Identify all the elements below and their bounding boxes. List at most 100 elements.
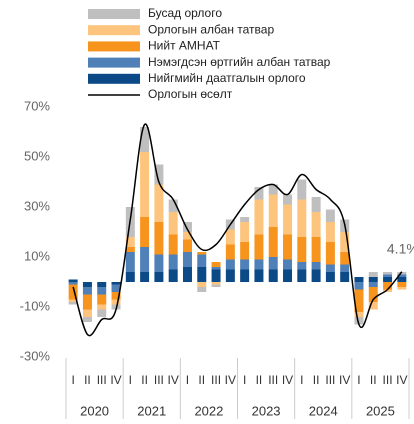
x-tick-label: III (383, 373, 393, 387)
bar-segment (111, 292, 121, 300)
bar-segment (111, 284, 121, 292)
bar-segment (82, 282, 92, 287)
bar-segment (368, 277, 378, 282)
x-tick-label: IV (225, 373, 236, 387)
bar-segment (354, 317, 364, 325)
bar-segment (240, 222, 250, 242)
x-tick-label: IV (282, 373, 293, 387)
bar-segment (297, 179, 307, 200)
x-tick-label: I (357, 373, 360, 387)
bar-segment (125, 237, 135, 247)
bar-segment (68, 299, 78, 302)
bar-segment (254, 259, 264, 270)
bar-segment (97, 309, 107, 317)
bar-segment (354, 289, 364, 312)
bar-segment (68, 282, 78, 285)
bar-segment (240, 269, 250, 282)
y-tick-label: -10% (20, 298, 51, 313)
bar-segment (383, 289, 393, 292)
bar-segment (211, 284, 221, 287)
year-label: 2021 (137, 403, 166, 418)
bar-segment (168, 212, 178, 235)
bar-segment (340, 264, 350, 272)
year-label: 2023 (252, 403, 281, 418)
bar-segment (82, 309, 92, 317)
legend-swatch (88, 73, 140, 84)
bar-segment (383, 274, 393, 277)
bar-segment (354, 282, 364, 290)
bar-segment (154, 184, 164, 222)
year-label: 2020 (80, 403, 109, 418)
bar-segment (125, 272, 135, 282)
bar-segment (154, 272, 164, 282)
bar-segment (397, 287, 407, 290)
x-tick-label: IV (168, 373, 179, 387)
bar-segment (254, 187, 264, 200)
bar-segment (68, 284, 78, 300)
bar-segment (168, 269, 178, 282)
bar-segment (340, 232, 350, 252)
bar-segment (140, 217, 150, 247)
value-label: 4.1% (387, 240, 414, 256)
bar-segment (354, 312, 364, 317)
bar-segment (311, 237, 321, 262)
bar-segment (383, 272, 393, 275)
bar-segment (140, 127, 150, 152)
x-tick-label: II (256, 373, 263, 387)
x-tick-label: II (370, 373, 377, 387)
legend-label: Орлогын өсөлт (148, 87, 233, 101)
bar-segment (354, 277, 364, 282)
bar-segment (325, 222, 335, 242)
year-label: 2025 (366, 403, 395, 418)
bar-segment (368, 282, 378, 287)
bar-segment (268, 227, 278, 257)
bar-segment (211, 269, 221, 282)
bar-segment (125, 247, 135, 252)
bar-segment (182, 232, 192, 240)
x-tick-label: II (84, 373, 91, 387)
x-tick-label: IV (110, 373, 121, 387)
bar-segment (182, 252, 192, 267)
bar-segment (325, 209, 335, 222)
bar-segment (283, 194, 293, 205)
bar-segment (82, 317, 92, 322)
bar-segment (225, 259, 235, 270)
bar-segment (68, 302, 78, 305)
x-tick-label: IV (339, 373, 350, 387)
x-tick-label: II (313, 373, 320, 387)
bar-segment (211, 267, 221, 270)
bar-segment (325, 242, 335, 265)
legend-swatch (88, 9, 140, 19)
bar-segment (197, 267, 207, 282)
year-label: 2022 (194, 403, 223, 418)
bar-segment (283, 269, 293, 282)
bar-segment (297, 237, 307, 262)
x-tick-label: IV (396, 373, 407, 387)
bar-segment (154, 254, 164, 272)
x-tick-label: I (71, 373, 74, 387)
bar-segment (225, 244, 235, 260)
growth-line (72, 123, 403, 337)
bar-segment (225, 269, 235, 282)
x-tick-label: I (300, 373, 303, 387)
bar-segment (97, 282, 107, 287)
y-tick-label: 30% (24, 198, 50, 213)
bar-segment (383, 282, 393, 290)
year-label: 2024 (309, 403, 338, 418)
legend-swatch (88, 25, 140, 36)
bar-segment (240, 242, 250, 260)
bar-segment (97, 287, 107, 295)
bar-segment (68, 279, 78, 282)
bar-segment (197, 282, 207, 287)
bar-segment (82, 294, 92, 310)
x-tick-label: III (211, 373, 221, 387)
bar-segment (140, 247, 150, 272)
bar-segment (140, 272, 150, 282)
x-tick-label: III (268, 373, 278, 387)
bar-segment (225, 229, 235, 245)
bar-segment (211, 282, 221, 285)
bar-segment (240, 259, 250, 270)
bar-segment (240, 217, 250, 222)
bar-segment (268, 269, 278, 282)
bar-segment (182, 267, 192, 282)
